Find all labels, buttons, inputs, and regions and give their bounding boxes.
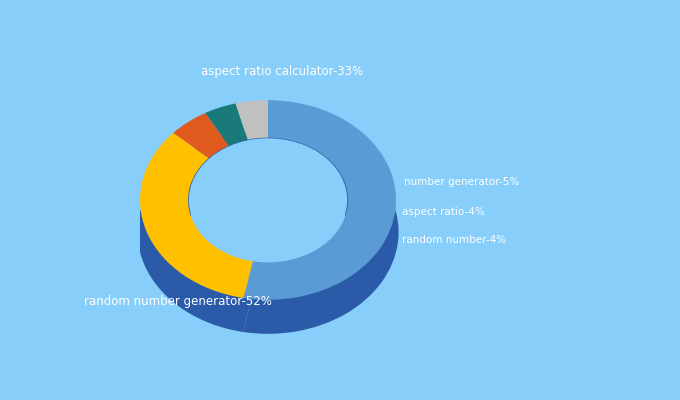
Wedge shape [243,130,398,334]
Text: aspect ratio-4%: aspect ratio-4% [402,207,485,217]
Circle shape [189,138,347,262]
Wedge shape [137,164,253,332]
Text: random number generator-52%: random number generator-52% [84,296,272,308]
Wedge shape [205,104,248,146]
Wedge shape [243,100,396,300]
Wedge shape [173,113,228,158]
Wedge shape [204,134,248,178]
Text: aspect ratio calculator-33%: aspect ratio calculator-33% [201,66,363,78]
Wedge shape [171,143,228,190]
Wedge shape [235,130,268,172]
Wedge shape [235,100,268,140]
Wedge shape [140,133,253,298]
Text: number generator-5%: number generator-5% [404,177,520,187]
Text: random number-4%: random number-4% [402,235,506,245]
